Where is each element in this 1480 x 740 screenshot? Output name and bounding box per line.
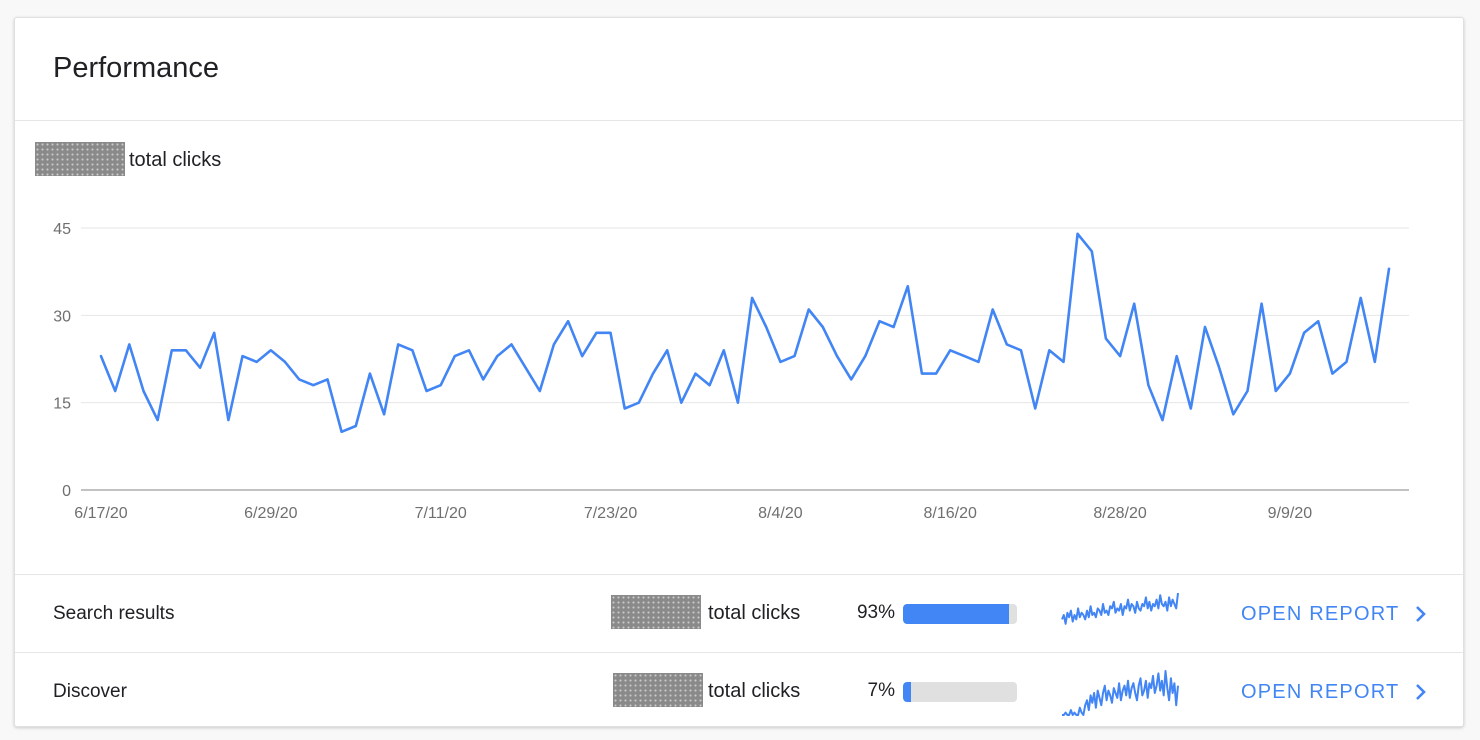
share-bar bbox=[903, 604, 1017, 624]
series-line bbox=[99, 232, 1391, 434]
share-bar-fill bbox=[903, 604, 1010, 624]
row-percent: 93% bbox=[856, 602, 895, 623]
row-name: Search results bbox=[53, 603, 175, 624]
row-total-label: total clicks bbox=[708, 602, 801, 624]
y-tick-label: 45 bbox=[53, 221, 71, 238]
sparkline-path bbox=[1061, 592, 1179, 625]
row-search-results: Search results total clicks 93% OPEN REP… bbox=[15, 574, 1463, 652]
clicks-line-chart: 0 15 30 45 6/17/20 6/29/20 7/11/20 7/23/20 8/4/2… bbox=[53, 221, 1409, 522]
x-tick-label: 6/29/20 bbox=[244, 505, 297, 522]
redacted-row-value bbox=[611, 595, 701, 629]
x-tick-label: 8/4/20 bbox=[758, 505, 803, 522]
row-name: Discover bbox=[53, 681, 127, 702]
chevron-right-icon bbox=[1416, 606, 1427, 622]
open-report-label: OPEN REPORT bbox=[1241, 680, 1400, 703]
y-tick-label: 15 bbox=[53, 396, 71, 413]
total-clicks-label: total clicks bbox=[129, 149, 222, 171]
x-tick-label: 8/16/20 bbox=[924, 505, 977, 522]
y-tick-label: 30 bbox=[53, 308, 71, 325]
chevron-right-icon bbox=[1416, 684, 1427, 700]
share-bar-fill bbox=[903, 682, 911, 702]
card-title: Performance bbox=[53, 52, 220, 84]
sparkline bbox=[1061, 592, 1179, 625]
open-report-label: OPEN REPORT bbox=[1241, 602, 1400, 625]
share-bar bbox=[903, 682, 1017, 702]
redacted-row-value bbox=[613, 673, 703, 707]
sparkline bbox=[1062, 670, 1179, 716]
row-percent: 7% bbox=[867, 680, 895, 701]
performance-card: Performance total clicks 0 15 30 45 6/17/20 6… bbox=[14, 17, 1464, 727]
open-report-button[interactable]: OPEN REPORT bbox=[1241, 677, 1427, 707]
x-tick-label: 7/23/20 bbox=[584, 505, 637, 522]
open-report-button[interactable]: OPEN REPORT bbox=[1241, 599, 1427, 629]
y-tick-label: 0 bbox=[62, 483, 71, 500]
row-discover: Discover total clicks 7% OPEN REPORT bbox=[15, 652, 1463, 726]
x-tick-label: 9/9/20 bbox=[1268, 505, 1313, 522]
sparkline-path bbox=[1062, 670, 1179, 716]
card-header: Performance bbox=[15, 18, 1463, 121]
x-tick-label: 8/28/20 bbox=[1093, 505, 1146, 522]
x-tick-label: 6/17/20 bbox=[74, 505, 127, 522]
redacted-total-value bbox=[35, 142, 125, 176]
row-total-label: total clicks bbox=[708, 680, 801, 702]
x-tick-label: 7/11/20 bbox=[415, 505, 467, 522]
